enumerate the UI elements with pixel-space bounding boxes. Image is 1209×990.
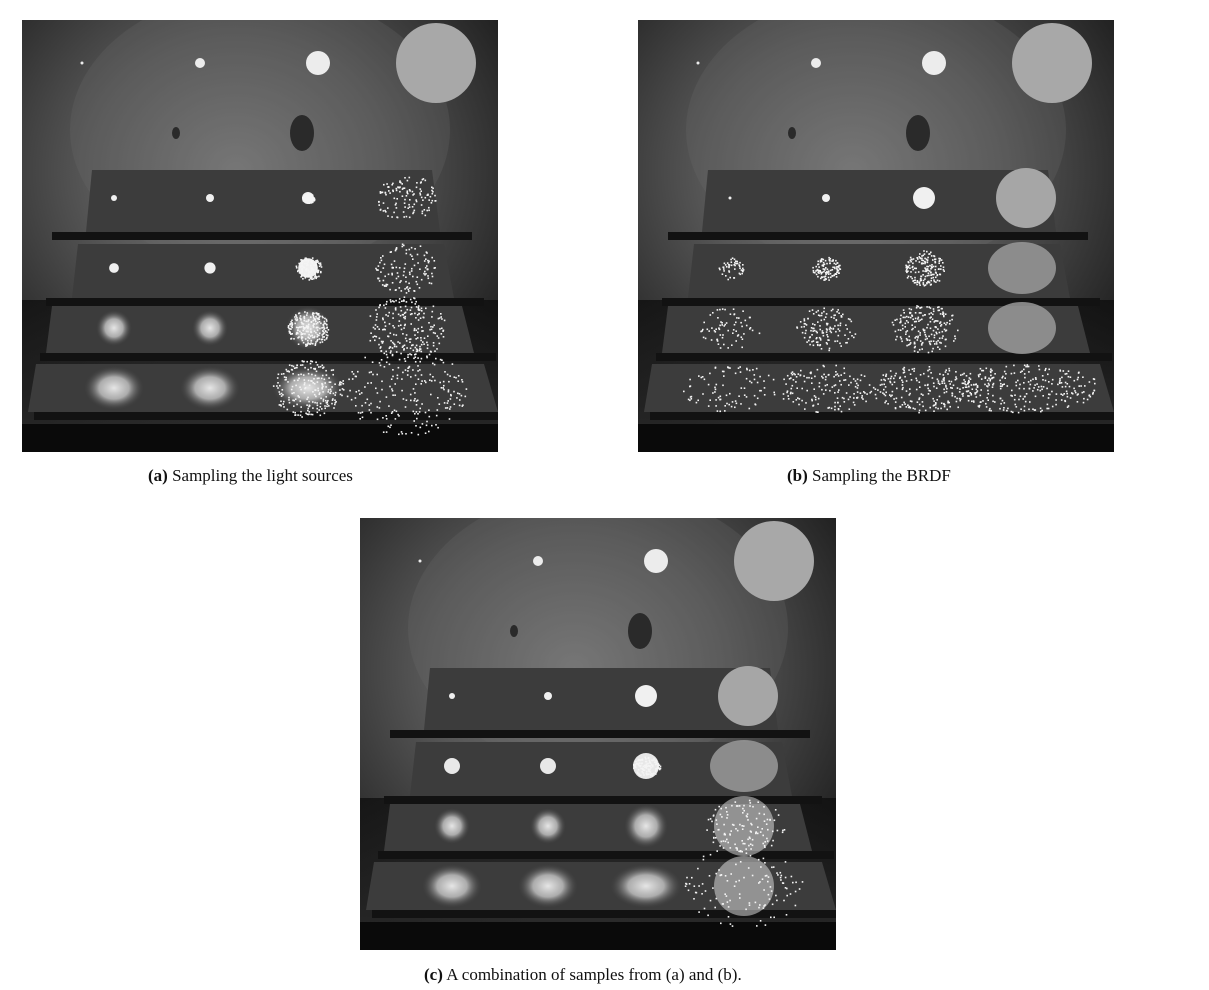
light-source <box>1012 23 1092 103</box>
light-source <box>644 549 668 573</box>
light-source <box>419 560 422 563</box>
caption-a-label: (a) <box>148 466 168 485</box>
light-source <box>396 23 476 103</box>
light-source <box>734 521 814 601</box>
render-b <box>638 20 1114 452</box>
light-source <box>533 556 543 566</box>
caption-b: (b) Sampling the BRDF <box>787 466 951 486</box>
caption-a-text: Sampling the light sources <box>172 466 353 485</box>
render-a <box>22 20 498 452</box>
light-source <box>195 58 205 68</box>
light-source <box>811 58 821 68</box>
caption-b-label: (b) <box>787 466 808 485</box>
light-source <box>697 62 700 65</box>
light-source <box>81 62 84 65</box>
caption-c-text: A combination of samples from (a) and (b… <box>446 965 742 984</box>
caption-c: (c) A combination of samples from (a) an… <box>424 965 742 985</box>
caption-b-text: Sampling the BRDF <box>812 466 951 485</box>
light-source <box>922 51 946 75</box>
glossy-plate <box>86 170 440 232</box>
light-source <box>306 51 330 75</box>
caption-c-label: (c) <box>424 965 443 984</box>
caption-a: (a) Sampling the light sources <box>148 466 353 486</box>
render-c <box>360 518 836 950</box>
